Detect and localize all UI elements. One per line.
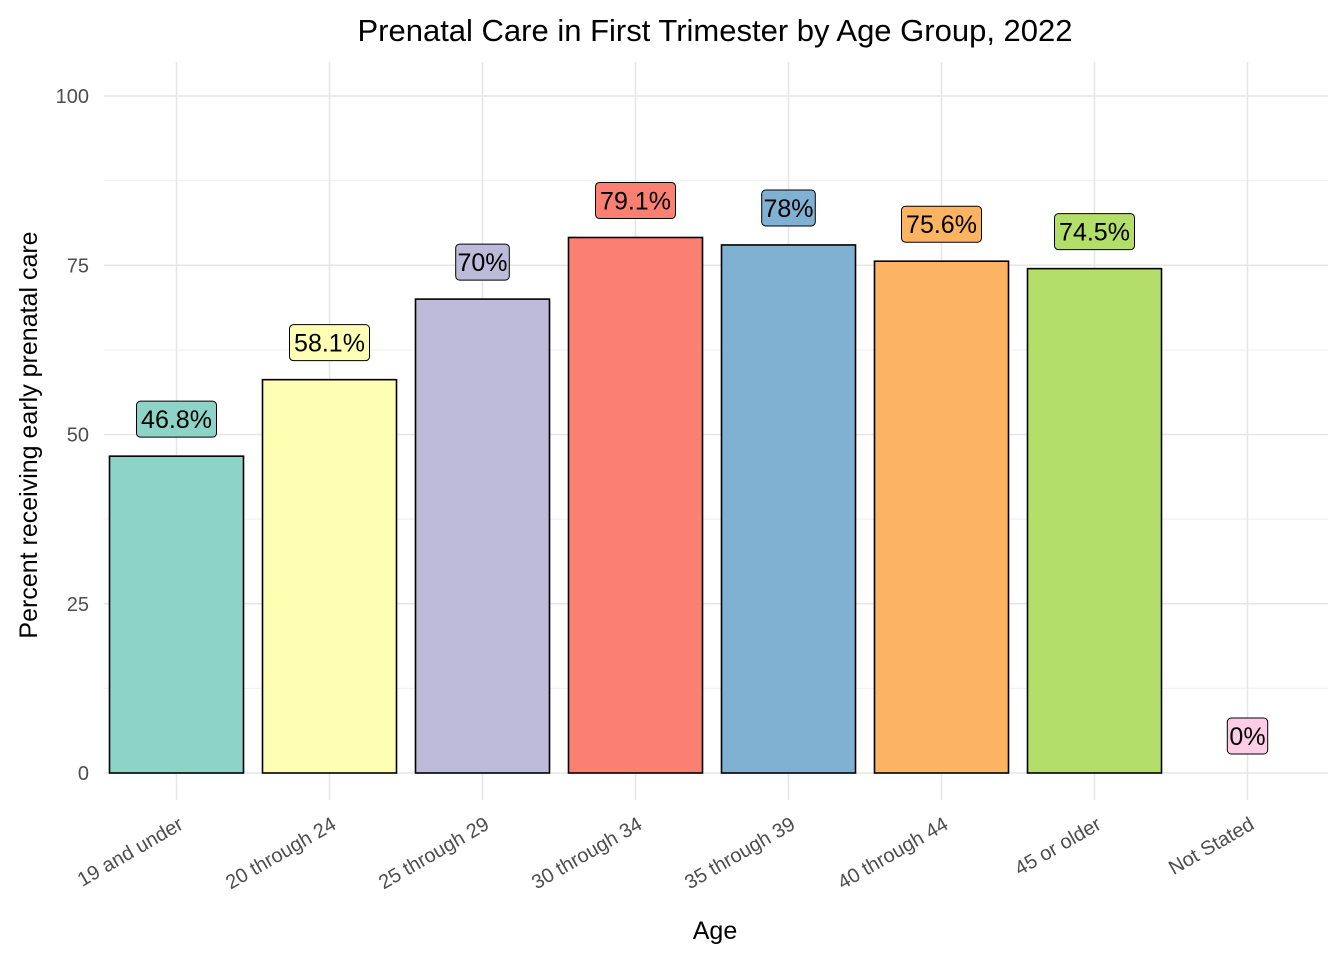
bar-2: [414, 298, 551, 774]
bar-1: [261, 378, 398, 774]
x-axis-ticks: 19 and under 20 through 24 25 through 29 30…: [74, 813, 1258, 894]
data-label-box: [289, 324, 370, 362]
bar-5: [873, 260, 1010, 774]
x-axis-title: Age: [693, 917, 737, 945]
x-tick-label: 45 or older: [1011, 813, 1105, 880]
x-tick-label: 25 through 29: [375, 813, 493, 894]
x-tick-label: 40 through 44: [834, 813, 952, 894]
data-label-text: 79.1%: [600, 187, 671, 215]
x-tick-label: 19 and under: [74, 813, 187, 891]
bar-3: [567, 236, 704, 774]
x-tick-label: 20 through 24: [222, 813, 340, 894]
data-label-7: 0%: [1226, 717, 1269, 755]
y-tick-label: 0: [78, 763, 89, 785]
data-label-box: [1054, 213, 1135, 251]
data-label-box: [136, 400, 217, 438]
y-tick-label: 75: [67, 255, 89, 277]
x-tick-label: 35 through 39: [681, 813, 799, 894]
data-label-text: 78%: [763, 195, 813, 223]
y-tick-label: 100: [56, 86, 89, 108]
data-label-6: 74.5%: [1054, 213, 1135, 251]
data-label-box: [595, 181, 676, 219]
data-label-2: 70%: [455, 243, 510, 281]
chart-title: Prenatal Care in First Trimester by Age …: [357, 13, 1072, 48]
data-label-box: [761, 189, 816, 227]
data-label-box: [901, 205, 982, 243]
data-label-box: [1226, 717, 1269, 755]
data-label-text: 75.6%: [906, 211, 977, 239]
data-labels: 46.8% 58.1% 70% 79.1% 78% 75.6% 74.5% 0%: [136, 181, 1269, 755]
data-label-4: 78%: [761, 189, 816, 227]
bars: [108, 236, 1163, 774]
bar-6: [1026, 267, 1163, 774]
y-axis-title: Percent receiving early prenatal care: [15, 231, 43, 638]
data-label-3: 79.1%: [595, 181, 676, 219]
data-label-1: 58.1%: [289, 324, 370, 362]
data-label-text: 58.1%: [294, 330, 365, 358]
data-label-box: [455, 243, 510, 281]
y-tick-label: 25: [67, 594, 89, 616]
data-label-5: 75.6%: [901, 205, 982, 243]
data-label-0: 46.8%: [136, 400, 217, 438]
y-axis-ticks: 0 25 50 75 100: [56, 86, 89, 785]
data-label-text: 46.8%: [141, 406, 212, 434]
data-label-text: 74.5%: [1059, 219, 1130, 247]
x-tick-label: 30 through 34: [528, 813, 646, 894]
bar-0: [108, 455, 245, 774]
y-tick-label: 50: [67, 425, 89, 447]
x-tick-label: Not Stated: [1165, 813, 1258, 879]
data-label-text: 70%: [457, 249, 507, 277]
bar-4: [720, 244, 857, 774]
data-label-text: 0%: [1229, 723, 1265, 751]
